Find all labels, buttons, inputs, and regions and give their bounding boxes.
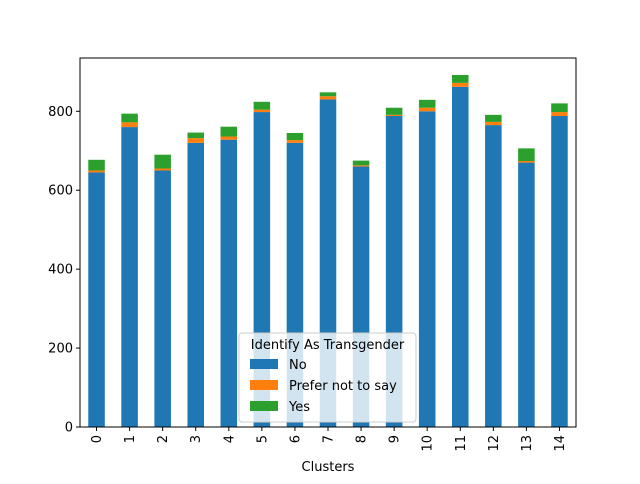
x-tick-label-9: 9 [388,435,403,443]
bar-yes-cluster-6 [286,132,304,141]
x-axis-label: Clusters [302,460,355,475]
bar-yes-cluster-7 [319,92,337,97]
y-tick-label-200: 200 [48,342,73,357]
y-axis: 0 200 400 600 800 [48,105,80,436]
legend-swatch-prefer-not-to-say [250,380,278,390]
bar-prefer-not-to-say-cluster-5 [253,109,271,113]
bar-prefer-not-to-say-cluster-11 [452,82,469,87]
x-tick-label-10: 10 [421,435,436,452]
legend-title: Identify As Transgender [251,338,405,353]
bar-yes-cluster-13 [518,148,535,162]
bar-no-cluster-4 [220,139,238,427]
bar-yes-cluster-12 [485,114,502,122]
bar-prefer-not-to-say-cluster-12 [485,121,502,126]
legend-label-yes: Yes [288,400,310,415]
bar-prefer-not-to-say-cluster-2 [154,168,171,171]
legend-box [238,332,417,423]
bar-prefer-not-to-say-cluster-14 [551,112,568,117]
bar-prefer-not-to-say-cluster-8 [352,165,370,167]
x-tick-label-6: 6 [288,435,303,443]
bar-no-cluster-10 [418,111,436,427]
legend-swatch-yes [250,401,278,411]
x-tick-label-11: 11 [454,435,469,452]
x-tick-label-14: 14 [553,435,568,452]
x-tick-label-4: 4 [222,435,237,443]
bar-prefer-not-to-say-cluster-7 [319,96,337,100]
bar-no-cluster-12 [485,125,502,427]
bar-yes-cluster-14 [551,103,568,113]
x-tick-label-8: 8 [355,435,370,443]
bar-no-cluster-0 [88,172,105,427]
bar-prefer-not-to-say-cluster-10 [418,107,436,112]
y-tick-label-0: 0 [65,421,73,436]
y-tick-label-800: 800 [48,105,73,120]
bar-prefer-not-to-say-cluster-4 [220,136,238,140]
bar-prefer-not-to-say-cluster-13 [518,161,535,163]
bar-yes-cluster-1 [121,113,138,123]
bar-no-cluster-3 [187,142,204,427]
bar-yes-cluster-4 [220,126,238,137]
bar-prefer-not-to-say-cluster-6 [286,140,304,143]
bar-yes-cluster-8 [352,160,370,166]
bar-yes-cluster-0 [88,159,105,171]
x-tick-label-13: 13 [520,435,535,452]
legend: Identify As Transgender No Prefer not to… [238,332,417,423]
x-axis: 0 1 2 3 4 5 6 7 8 9 10 11 12 13 14 [90,427,568,452]
x-tick-label-2: 2 [156,435,171,443]
bar-yes-cluster-10 [418,99,436,108]
bar-no-cluster-14 [551,116,568,427]
bar-prefer-not-to-say-cluster-0 [88,170,105,173]
bars-layer [88,74,568,428]
x-tick-label-3: 3 [189,435,204,443]
y-tick-label-400: 400 [48,263,73,278]
legend-swatch-no [250,359,278,369]
bar-no-cluster-11 [452,86,469,427]
x-tick-label-12: 12 [487,435,502,452]
bar-yes-cluster-11 [452,74,469,83]
bar-no-cluster-1 [121,127,138,427]
bar-no-cluster-2 [154,170,171,428]
x-tick-label-7: 7 [322,435,337,443]
x-tick-label-1: 1 [123,435,138,443]
legend-label-no: No [289,358,307,373]
bar-yes-cluster-5 [253,101,271,110]
bar-prefer-not-to-say-cluster-1 [121,122,138,128]
bar-yes-cluster-3 [187,132,204,139]
bar-prefer-not-to-say-cluster-3 [187,138,204,143]
bar-yes-cluster-9 [385,107,403,115]
x-tick-label-0: 0 [90,435,105,443]
legend-label-prefer-not-to-say: Prefer not to say [289,379,397,394]
bar-prefer-not-to-say-cluster-9 [385,114,403,117]
bar-yes-cluster-2 [154,154,171,169]
y-tick-label-600: 600 [48,184,73,199]
bar-no-cluster-13 [518,162,535,427]
x-tick-label-5: 5 [255,435,270,443]
